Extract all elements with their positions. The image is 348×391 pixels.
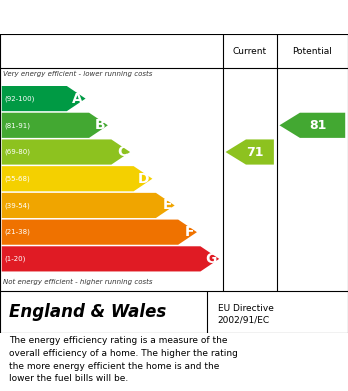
Text: D: D [138,172,150,186]
Text: (55-68): (55-68) [4,176,30,182]
Text: B: B [94,118,105,132]
Text: E: E [163,199,172,212]
Polygon shape [2,220,197,245]
Polygon shape [2,113,108,138]
Text: (92-100): (92-100) [4,95,34,102]
Polygon shape [2,140,130,165]
Polygon shape [2,193,175,218]
Text: (69-80): (69-80) [4,149,30,155]
Polygon shape [279,113,345,138]
Text: Potential: Potential [292,47,332,56]
Text: 71: 71 [246,145,264,158]
Text: 81: 81 [309,119,326,132]
Text: A: A [72,91,83,106]
Polygon shape [2,246,219,271]
Text: (1-20): (1-20) [4,256,25,262]
Polygon shape [2,86,86,111]
Polygon shape [226,140,274,165]
Text: EU Directive: EU Directive [218,304,274,313]
Text: Energy Efficiency Rating: Energy Efficiency Rating [9,9,219,25]
Text: G: G [205,252,216,266]
Text: 2002/91/EC: 2002/91/EC [218,316,270,325]
Text: (21-38): (21-38) [4,229,30,235]
Text: (81-91): (81-91) [4,122,30,129]
Text: The energy efficiency rating is a measure of the
overall efficiency of a home. T: The energy efficiency rating is a measur… [9,336,238,384]
Text: Very energy efficient - lower running costs: Very energy efficient - lower running co… [3,71,153,77]
Text: F: F [185,225,194,239]
Text: England & Wales: England & Wales [9,303,166,321]
Text: Not energy efficient - higher running costs: Not energy efficient - higher running co… [3,279,153,285]
Text: (39-54): (39-54) [4,202,30,209]
Text: C: C [117,145,127,159]
Polygon shape [2,166,152,191]
Text: Current: Current [232,47,267,56]
